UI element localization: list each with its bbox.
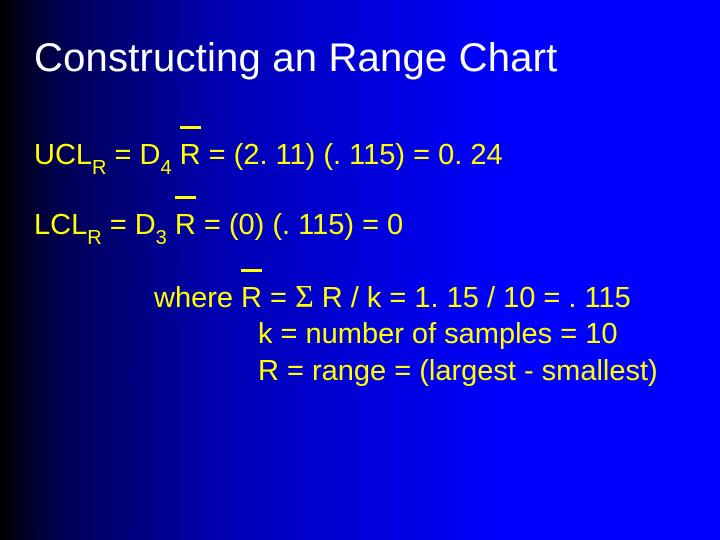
overbar-icon <box>180 126 201 131</box>
ucl-sub: R <box>92 157 106 179</box>
ucl-rbar: R <box>180 139 201 171</box>
where-line-2: k = number of samples = 10 <box>34 319 658 349</box>
ucl-tail: = (2. 11) (. 115) = 0. 24 <box>201 139 503 171</box>
where-label: where <box>154 282 241 314</box>
rbar-icon: R <box>175 210 196 240</box>
lcl-line: LCLR = D3 R = (0) (. 115) = 0 <box>34 210 658 246</box>
lcl-eq1: = D <box>102 209 156 241</box>
ucl-sp <box>172 139 180 171</box>
ucl-d-sub: 4 <box>160 157 171 179</box>
lcl-sp <box>167 209 175 241</box>
sigma-icon: Σ <box>295 278 314 314</box>
ucl-prefix: UCL <box>34 139 92 171</box>
where-block: where R = Σ R / k = 1. 15 / 10 = . 115 k… <box>34 280 658 386</box>
where-line-3: R = range = (largest - smallest) <box>34 356 658 386</box>
lcl-tail: = (0) (. 115) = 0 <box>196 209 403 241</box>
rbar-icon: R <box>180 140 201 170</box>
rbar-icon: R <box>241 283 262 313</box>
ucl-line: UCLR = D4 R = (2. 11) (. 115) = 0. 24 <box>34 140 658 176</box>
where-rbar: R <box>241 282 262 314</box>
lcl-sub: R <box>87 227 101 249</box>
where-eq: = <box>262 282 295 314</box>
lcl-d-sub: 3 <box>156 227 167 249</box>
overbar-icon <box>175 196 196 201</box>
slide-body: UCLR = D4 R = (2. 11) (. 115) = 0. 24 LC… <box>34 140 658 392</box>
lcl-prefix: LCL <box>34 209 87 241</box>
slide-title: Constructing an Range Chart <box>34 36 557 81</box>
slide: Constructing an Range Chart UCLR = D4 R … <box>0 0 720 540</box>
overbar-icon <box>241 269 262 274</box>
where-line-1: where R = Σ R / k = 1. 15 / 10 = . 115 <box>34 280 658 314</box>
ucl-eq1: = D <box>106 139 160 171</box>
where-line1-tail: R / k = 1. 15 / 10 = . 115 <box>314 282 631 314</box>
lcl-rbar: R <box>175 209 196 241</box>
